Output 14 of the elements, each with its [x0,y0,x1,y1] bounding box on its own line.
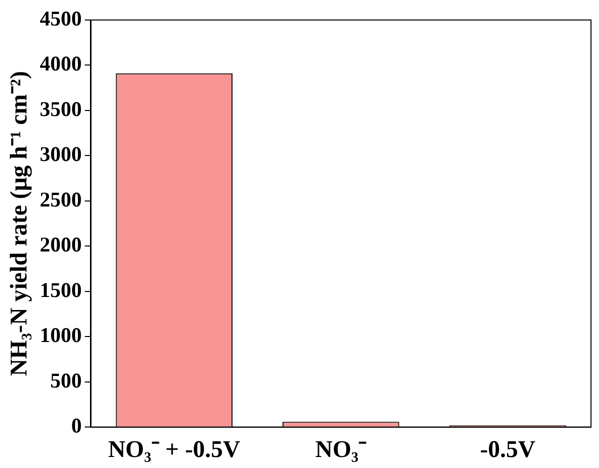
y-tick-label: 4500 [40,6,82,30]
y-tick-label: 4000 [40,52,82,76]
y-axis-title: NH₃-N yield rate (μg h⁻¹ cm⁻²) [6,71,33,376]
y-tick-label: 1000 [40,323,82,348]
y-tick-label: 3500 [40,96,82,121]
x-tick-label: NO₃⁻ [315,436,366,463]
y-tick-label: 2000 [40,232,82,257]
y-tick-label: 0 [71,414,82,438]
y-tick-label: 500 [50,368,82,392]
x-tick-label: NO₃⁻ + -0.5V [108,436,241,463]
x-tick-label: -0.5V [480,436,536,463]
y-tick-label: 2500 [40,187,82,212]
y-tick-label: 3000 [40,142,82,166]
y-tick-label: 1500 [40,278,82,302]
